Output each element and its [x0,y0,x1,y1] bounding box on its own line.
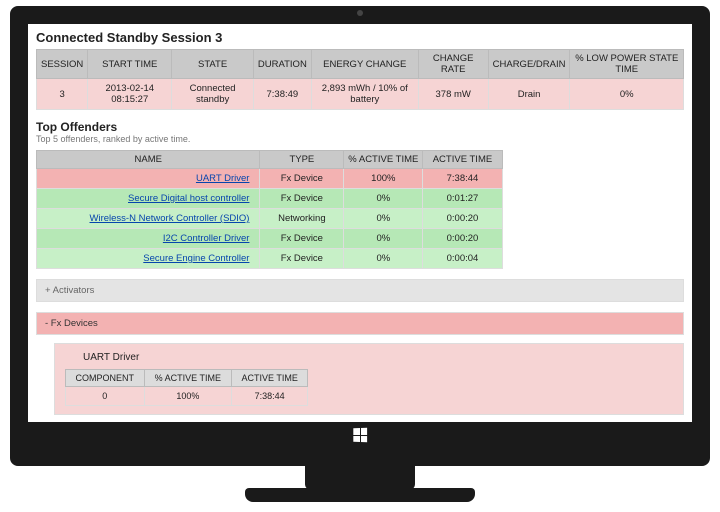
offender-link[interactable]: Wireless-N Network Controller (SDIO) [90,213,250,224]
fx-devices-expander[interactable]: - Fx Devices [36,312,684,335]
camera-dot [357,10,363,16]
uart-section: UART Driver COMPONENT % ACTIVE TIME ACTI… [54,343,684,415]
offender-type: Fx Device [260,229,344,249]
col-component: COMPONENT [66,370,145,387]
screen-content: Connected Standby Session 3 SESSION STAR… [28,24,692,422]
cell-duration: 7:38:49 [253,79,311,110]
col-charge-drain: CHARGE/DRAIN [488,50,570,79]
component-row: 0 100% 7:38:44 [66,387,308,406]
offender-name: Wireless-N Network Controller (SDIO) [37,209,260,229]
monitor-frame: Connected Standby Session 3 SESSION STAR… [0,0,720,512]
offender-name: Secure Digital host controller [37,189,260,209]
col-duration: DURATION [253,50,311,79]
offender-pct: 0% [344,189,423,209]
offender-time: 7:38:44 [423,169,502,189]
taskbar [28,422,692,448]
monitor-stand-base [245,488,475,502]
offender-link[interactable]: Secure Engine Controller [143,253,249,264]
offender-time: 0:00:04 [423,249,502,269]
offender-pct: 100% [344,169,423,189]
offender-row: UART Driver Fx Device100%7:38:44 [37,169,503,189]
cell-component: 0 [66,387,145,406]
col-pct: % ACTIVE TIME [344,151,423,169]
col-session: SESSION [37,50,88,79]
offender-row: Wireless-N Network Controller (SDIO) Netw… [37,209,503,229]
col-energy-change: ENERGY CHANGE [311,50,418,79]
cell-state: Connected standby [172,79,254,110]
col-change-rate: CHANGE RATE [418,50,488,79]
cell-change-rate: 378 mW [418,79,488,110]
col-state: STATE [172,50,254,79]
offender-name: I2C Controller Driver [37,229,260,249]
col-low-power: % LOW POWER STATE TIME [570,50,684,79]
offender-row: Secure Engine Controller Fx Device0%0:00:… [37,249,503,269]
col-time: ACTIVE TIME [423,151,502,169]
cell-session: 3 [37,79,88,110]
offenders-title: Top Offenders [36,120,684,134]
offender-time: 0:00:20 [423,229,502,249]
session-title: Connected Standby Session 3 [36,30,684,45]
offender-link[interactable]: Secure Digital host controller [128,193,249,204]
uart-driver-label: UART Driver [83,352,683,363]
col-comp-pct: % ACTIVE TIME [144,370,232,387]
cell-start-time: 2013-02-14 08:15:27 [88,79,172,110]
col-comp-time: ACTIVE TIME [232,370,308,387]
windows-logo-icon[interactable] [353,428,367,442]
offender-pct: 0% [344,249,423,269]
offender-row: I2C Controller Driver Fx Device0%0:00:20 [37,229,503,249]
offender-link[interactable]: I2C Controller Driver [163,233,250,244]
cell-charge-drain: Drain [488,79,570,110]
offender-pct: 0% [344,229,423,249]
offender-link[interactable]: UART Driver [196,173,250,184]
offender-name: UART Driver [37,169,260,189]
offender-row: Secure Digital host controllerFx Device0… [37,189,503,209]
cell-comp-pct: 100% [144,387,232,406]
offender-time: 0:00:20 [423,209,502,229]
monitor-bezel: Connected Standby Session 3 SESSION STAR… [10,6,710,466]
offender-type: Fx Device [260,169,344,189]
component-header-row: COMPONENT % ACTIVE TIME ACTIVE TIME [66,370,308,387]
cell-comp-time: 7:38:44 [232,387,308,406]
offenders-table: NAME TYPE % ACTIVE TIME ACTIVE TIME UART… [36,150,503,269]
offender-pct: 0% [344,209,423,229]
cell-low-power: 0% [570,79,684,110]
session-row: 3 2013-02-14 08:15:27 Connected standby … [37,79,684,110]
offenders-subtitle: Top 5 offenders, ranked by active time. [36,134,684,144]
offender-time: 0:01:27 [423,189,502,209]
activators-expander[interactable]: + Activators [36,279,684,302]
component-table: COMPONENT % ACTIVE TIME ACTIVE TIME 0 10… [65,369,308,406]
col-start-time: START TIME [88,50,172,79]
session-table: SESSION START TIME STATE DURATION ENERGY… [36,49,684,110]
offender-type: Fx Device [260,249,344,269]
offender-type: Fx Device [260,189,344,209]
col-type: TYPE [260,151,344,169]
offender-name: Secure Engine Controller [37,249,260,269]
session-header-row: SESSION START TIME STATE DURATION ENERGY… [37,50,684,79]
offender-type: Networking [260,209,344,229]
offenders-header-row: NAME TYPE % ACTIVE TIME ACTIVE TIME [37,151,503,169]
col-name: NAME [37,151,260,169]
cell-energy-change: 2,893 mWh / 10% of battery [311,79,418,110]
monitor-stand-neck [305,464,415,490]
